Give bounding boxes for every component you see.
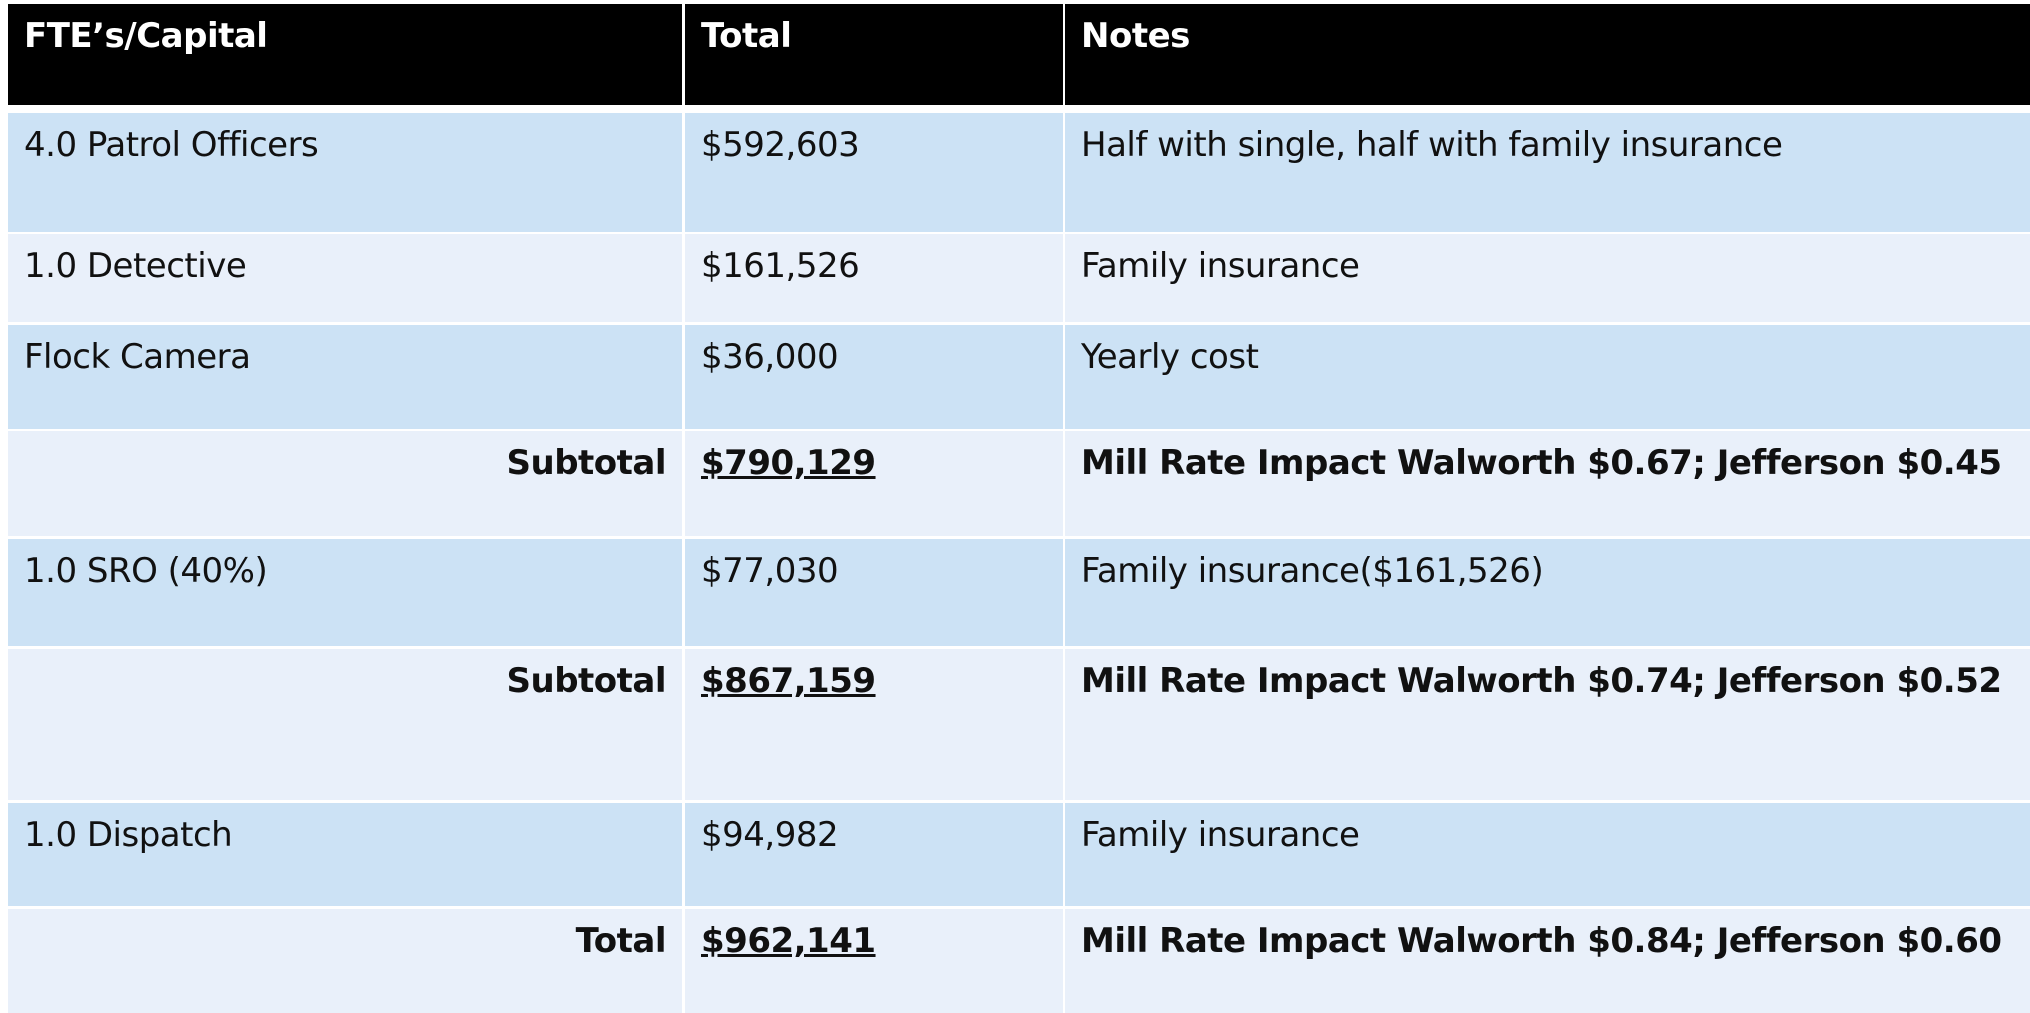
table-cell: Mill Rate Impact Walworth $0.74; Jeffers… [1065,649,2030,800]
table-cell: 1.0 Detective [8,234,682,322]
table-cell: Family insurance [1065,234,2030,322]
table-cell: Yearly cost [1065,325,2030,429]
table-cell: Flock Camera [8,325,682,429]
header-cell: Notes [1065,4,2030,105]
table-cell: $867,159 [685,649,1063,800]
table-cell: 4.0 Patrol Officers [8,113,682,232]
table-cell: 1.0 SRO (40%) [8,539,682,646]
header-cell: Total [685,4,1063,105]
table-cell: $94,982 [685,803,1063,906]
table-cell: Family insurance [1065,803,2030,906]
table-cell: Subtotal [8,649,682,800]
table-cell: $790,129 [685,431,1063,536]
table-cell: $36,000 [685,325,1063,429]
header-cell: FTE’s/Capital [8,4,682,105]
table-cell: $962,141 [685,909,1063,1013]
table-cell: Half with single, half with family insur… [1065,113,2030,232]
table-cell: Mill Rate Impact Walworth $0.84; Jeffers… [1065,909,2030,1013]
table-cell: Family insurance($161,526) [1065,539,2030,646]
table-cell: 1.0 Dispatch [8,803,682,906]
table-cell: Mill Rate Impact Walworth $0.67; Jeffers… [1065,431,2030,536]
table-cell: Subtotal [8,431,682,536]
table-cell: Total [8,909,682,1013]
table-cell: $161,526 [685,234,1063,322]
table-cell: $592,603 [685,113,1063,232]
table-cell: $77,030 [685,539,1063,646]
